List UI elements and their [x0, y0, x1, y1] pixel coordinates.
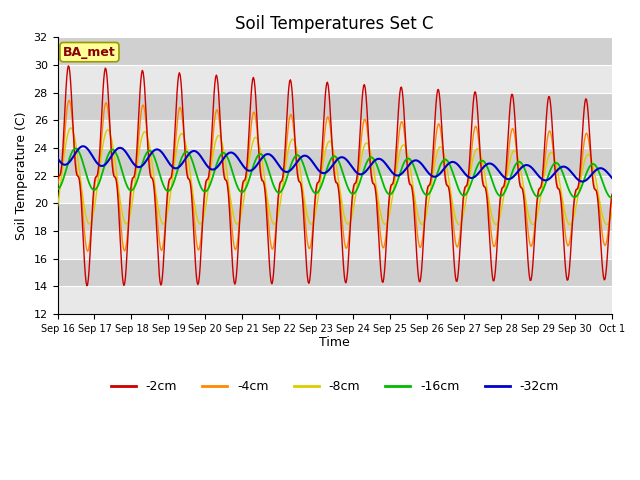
Bar [58, 65, 612, 93]
Bar [58, 176, 612, 203]
Bar [58, 286, 612, 314]
Bar [58, 37, 612, 65]
Y-axis label: Soil Temperature (C): Soil Temperature (C) [15, 111, 28, 240]
Bar [58, 148, 612, 176]
Text: BA_met: BA_met [63, 46, 116, 59]
X-axis label: Time: Time [319, 336, 350, 349]
Legend: -2cm, -4cm, -8cm, -16cm, -32cm: -2cm, -4cm, -8cm, -16cm, -32cm [106, 375, 564, 398]
Bar [58, 259, 612, 286]
Bar [58, 231, 612, 259]
Bar [58, 120, 612, 148]
Bar [58, 203, 612, 231]
Title: Soil Temperatures Set C: Soil Temperatures Set C [236, 15, 434, 33]
Bar [58, 93, 612, 120]
